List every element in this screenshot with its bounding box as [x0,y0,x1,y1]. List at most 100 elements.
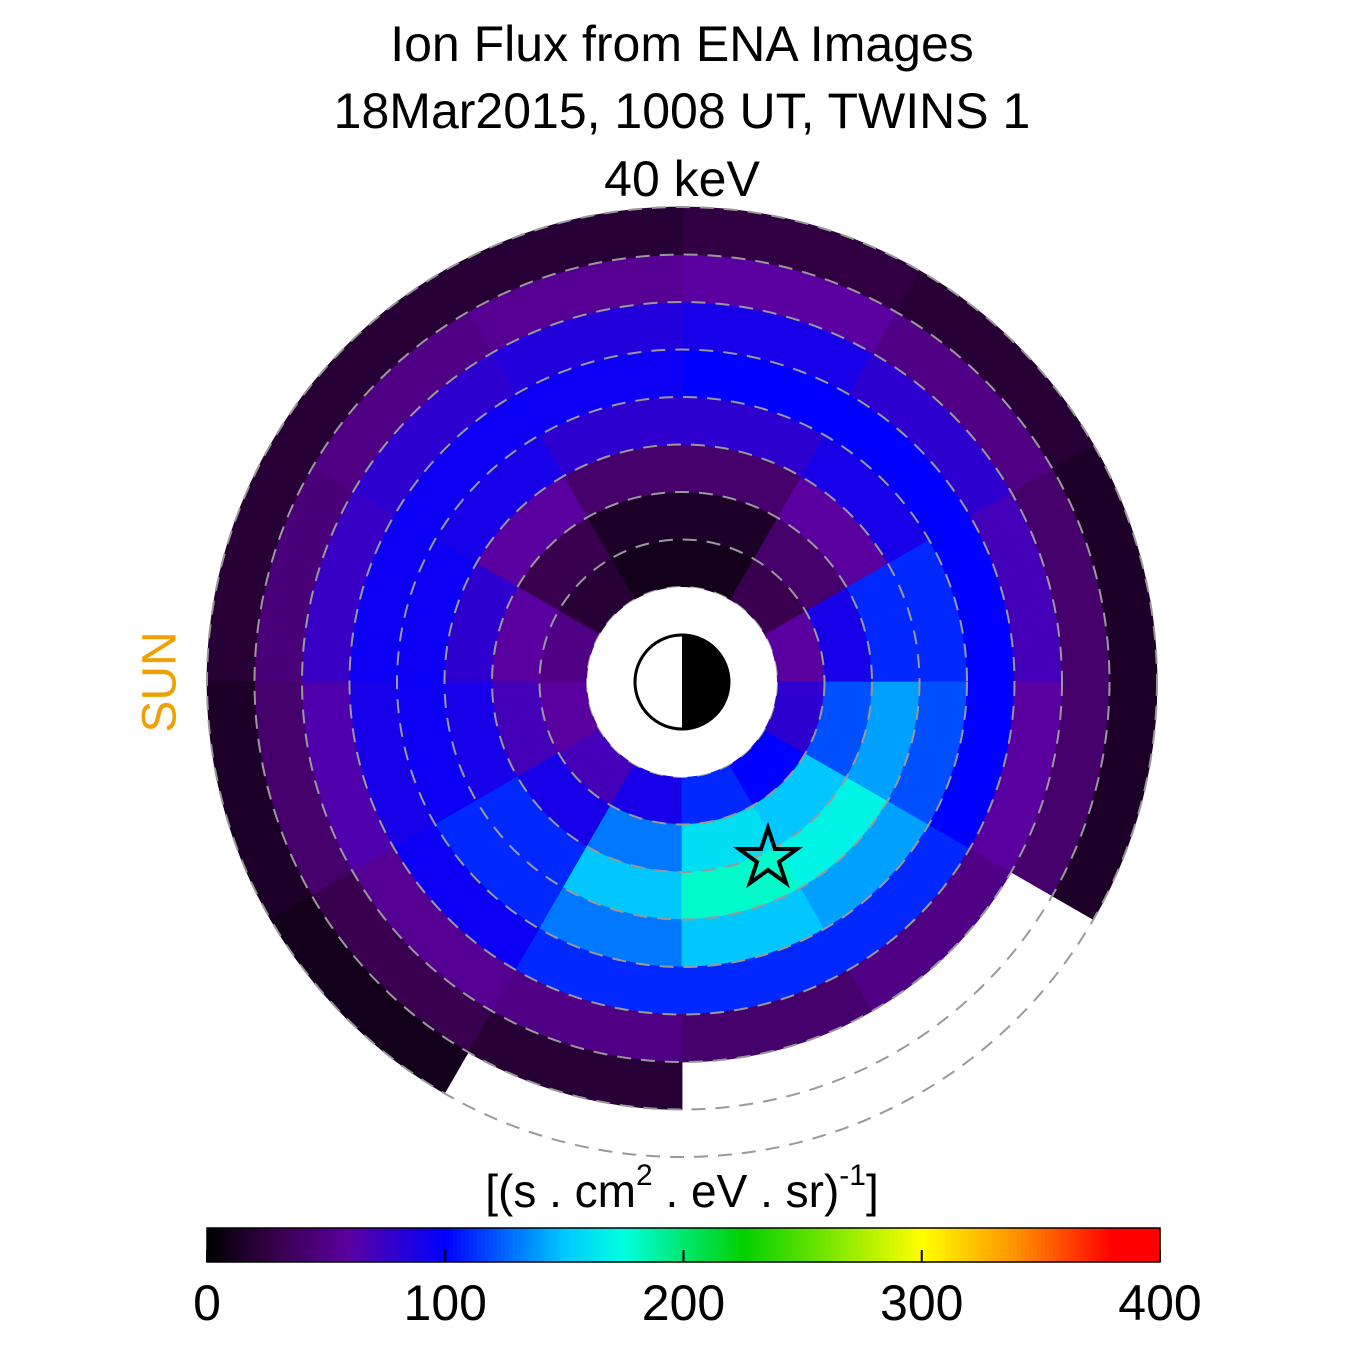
colorbar-swatch [222,1228,228,1262]
colorbar-swatch [810,1228,816,1262]
colorbar-swatch [552,1228,558,1262]
colorbar-swatch [540,1228,546,1262]
colorbar-swatch [1128,1228,1133,1262]
colorbar-swatch [997,1228,1002,1262]
colorbar-swatch [298,1228,303,1262]
colorbar-swatch [326,1228,331,1262]
colorbar-swatch [230,1228,236,1262]
title-line: 18Mar2015, 1008 UT, TWINS 1 [334,83,1031,139]
colorbar-swatch [715,1228,720,1262]
colorbar-swatch [381,1228,387,1262]
colorbar-swatch [473,1228,478,1262]
colorbar-swatch [437,1228,442,1262]
colorbar-swatch [886,1228,891,1262]
colorbar-swatch [302,1228,307,1262]
colorbar-swatch [941,1228,947,1262]
colorbar-swatch [870,1228,875,1262]
colorbar-swatch [615,1228,621,1262]
colorbar-swatch [1072,1228,1078,1262]
colorbar-swatch [556,1228,562,1262]
colorbar-swatch [1152,1228,1157,1262]
colorbar-swatch [707,1228,712,1262]
colorbar-swatch [1136,1228,1141,1262]
colorbar-swatch [985,1228,990,1262]
colorbar-swatch [754,1228,760,1262]
colorbar-swatch [1104,1228,1109,1262]
colorbar-swatch [242,1228,248,1262]
colorbar-swatch [627,1228,633,1262]
colorbar-swatch [747,1228,752,1262]
colorbar-swatch [965,1228,970,1262]
colorbar-swatch [679,1228,685,1262]
colorbar-swatch [1052,1228,1058,1262]
colorbar-swatch [369,1228,375,1262]
colorbar-swatch [612,1228,617,1262]
colorbar-swatch [659,1228,665,1262]
colorbar-swatch [818,1228,824,1262]
colorbar-swatch [1112,1228,1117,1262]
colorbar-swatch [1024,1228,1030,1262]
colorbar-tick-label: 200 [642,1275,725,1331]
colorbar-swatch [520,1228,526,1262]
colorbar-swatch [373,1228,379,1262]
colorbar-swatch [949,1228,955,1262]
colorbar-swatch [310,1228,315,1262]
colorbar-swatch [961,1228,967,1262]
colorbar-swatch [1116,1228,1121,1262]
colorbar-swatch [465,1228,470,1262]
colorbar-swatch [850,1228,855,1262]
colorbar-swatch [905,1228,911,1262]
colorbar-swatch [1048,1228,1054,1262]
colorbar-swatch [667,1228,673,1262]
label-sup: 2 [636,1159,653,1192]
colorbar-swatch [953,1228,959,1262]
colorbar-swatch [925,1228,931,1262]
label-sup: -1 [839,1159,866,1192]
colorbar-swatch [258,1228,264,1262]
star-marker [732,821,804,889]
colorbar-swatch [528,1228,534,1262]
colorbar-swatch [770,1228,776,1262]
colorbar-swatch [639,1228,645,1262]
earth [633,633,731,731]
colorbar-swatch [957,1228,963,1262]
colorbar-swatch [568,1228,573,1262]
colorbar-swatch [866,1228,871,1262]
colorbar-swatch [635,1228,641,1262]
colorbar-swatch [1001,1228,1006,1262]
colorbar-swatch [1021,1228,1026,1262]
colorbar-swatch [560,1228,565,1262]
colorbar-swatch [647,1228,653,1262]
colorbar-swatch [270,1228,276,1262]
colorbar-swatch [933,1228,939,1262]
colorbar-swatch [580,1228,585,1262]
colorbar-swatch [504,1228,510,1262]
label-part: [(s . cm [485,1165,636,1217]
colorbar-swatch [278,1228,284,1262]
colorbar-swatch [572,1228,577,1262]
colorbar-swatch [687,1228,693,1262]
colorbar-swatch [699,1228,704,1262]
colorbar-swatch [1096,1228,1102,1262]
label-part: . eV . sr) [653,1165,840,1217]
colorbar-swatch [488,1228,494,1262]
colorbar-tick-label: 100 [404,1275,487,1331]
colorbar-swatch [282,1228,288,1262]
colorbar-swatch [536,1228,542,1262]
earth-night [682,635,729,729]
colorbar-swatch [1100,1228,1106,1262]
colorbar-swatch [1044,1228,1050,1262]
colorbar-swatch [334,1228,339,1262]
colorbar-swatch [453,1228,458,1262]
colorbar-swatch [806,1228,812,1262]
colorbar-swatch [477,1228,482,1262]
colorbar-swatch [576,1228,581,1262]
colorbar-swatch [929,1228,935,1262]
grid-line [491,491,873,873]
colorbar-swatch [218,1228,224,1262]
colorbar-swatch [330,1228,335,1262]
colorbar-swatch [385,1228,391,1262]
colorbar-swatch [457,1228,462,1262]
colorbar-swatch [524,1228,530,1262]
colorbar-swatch [1148,1228,1153,1262]
